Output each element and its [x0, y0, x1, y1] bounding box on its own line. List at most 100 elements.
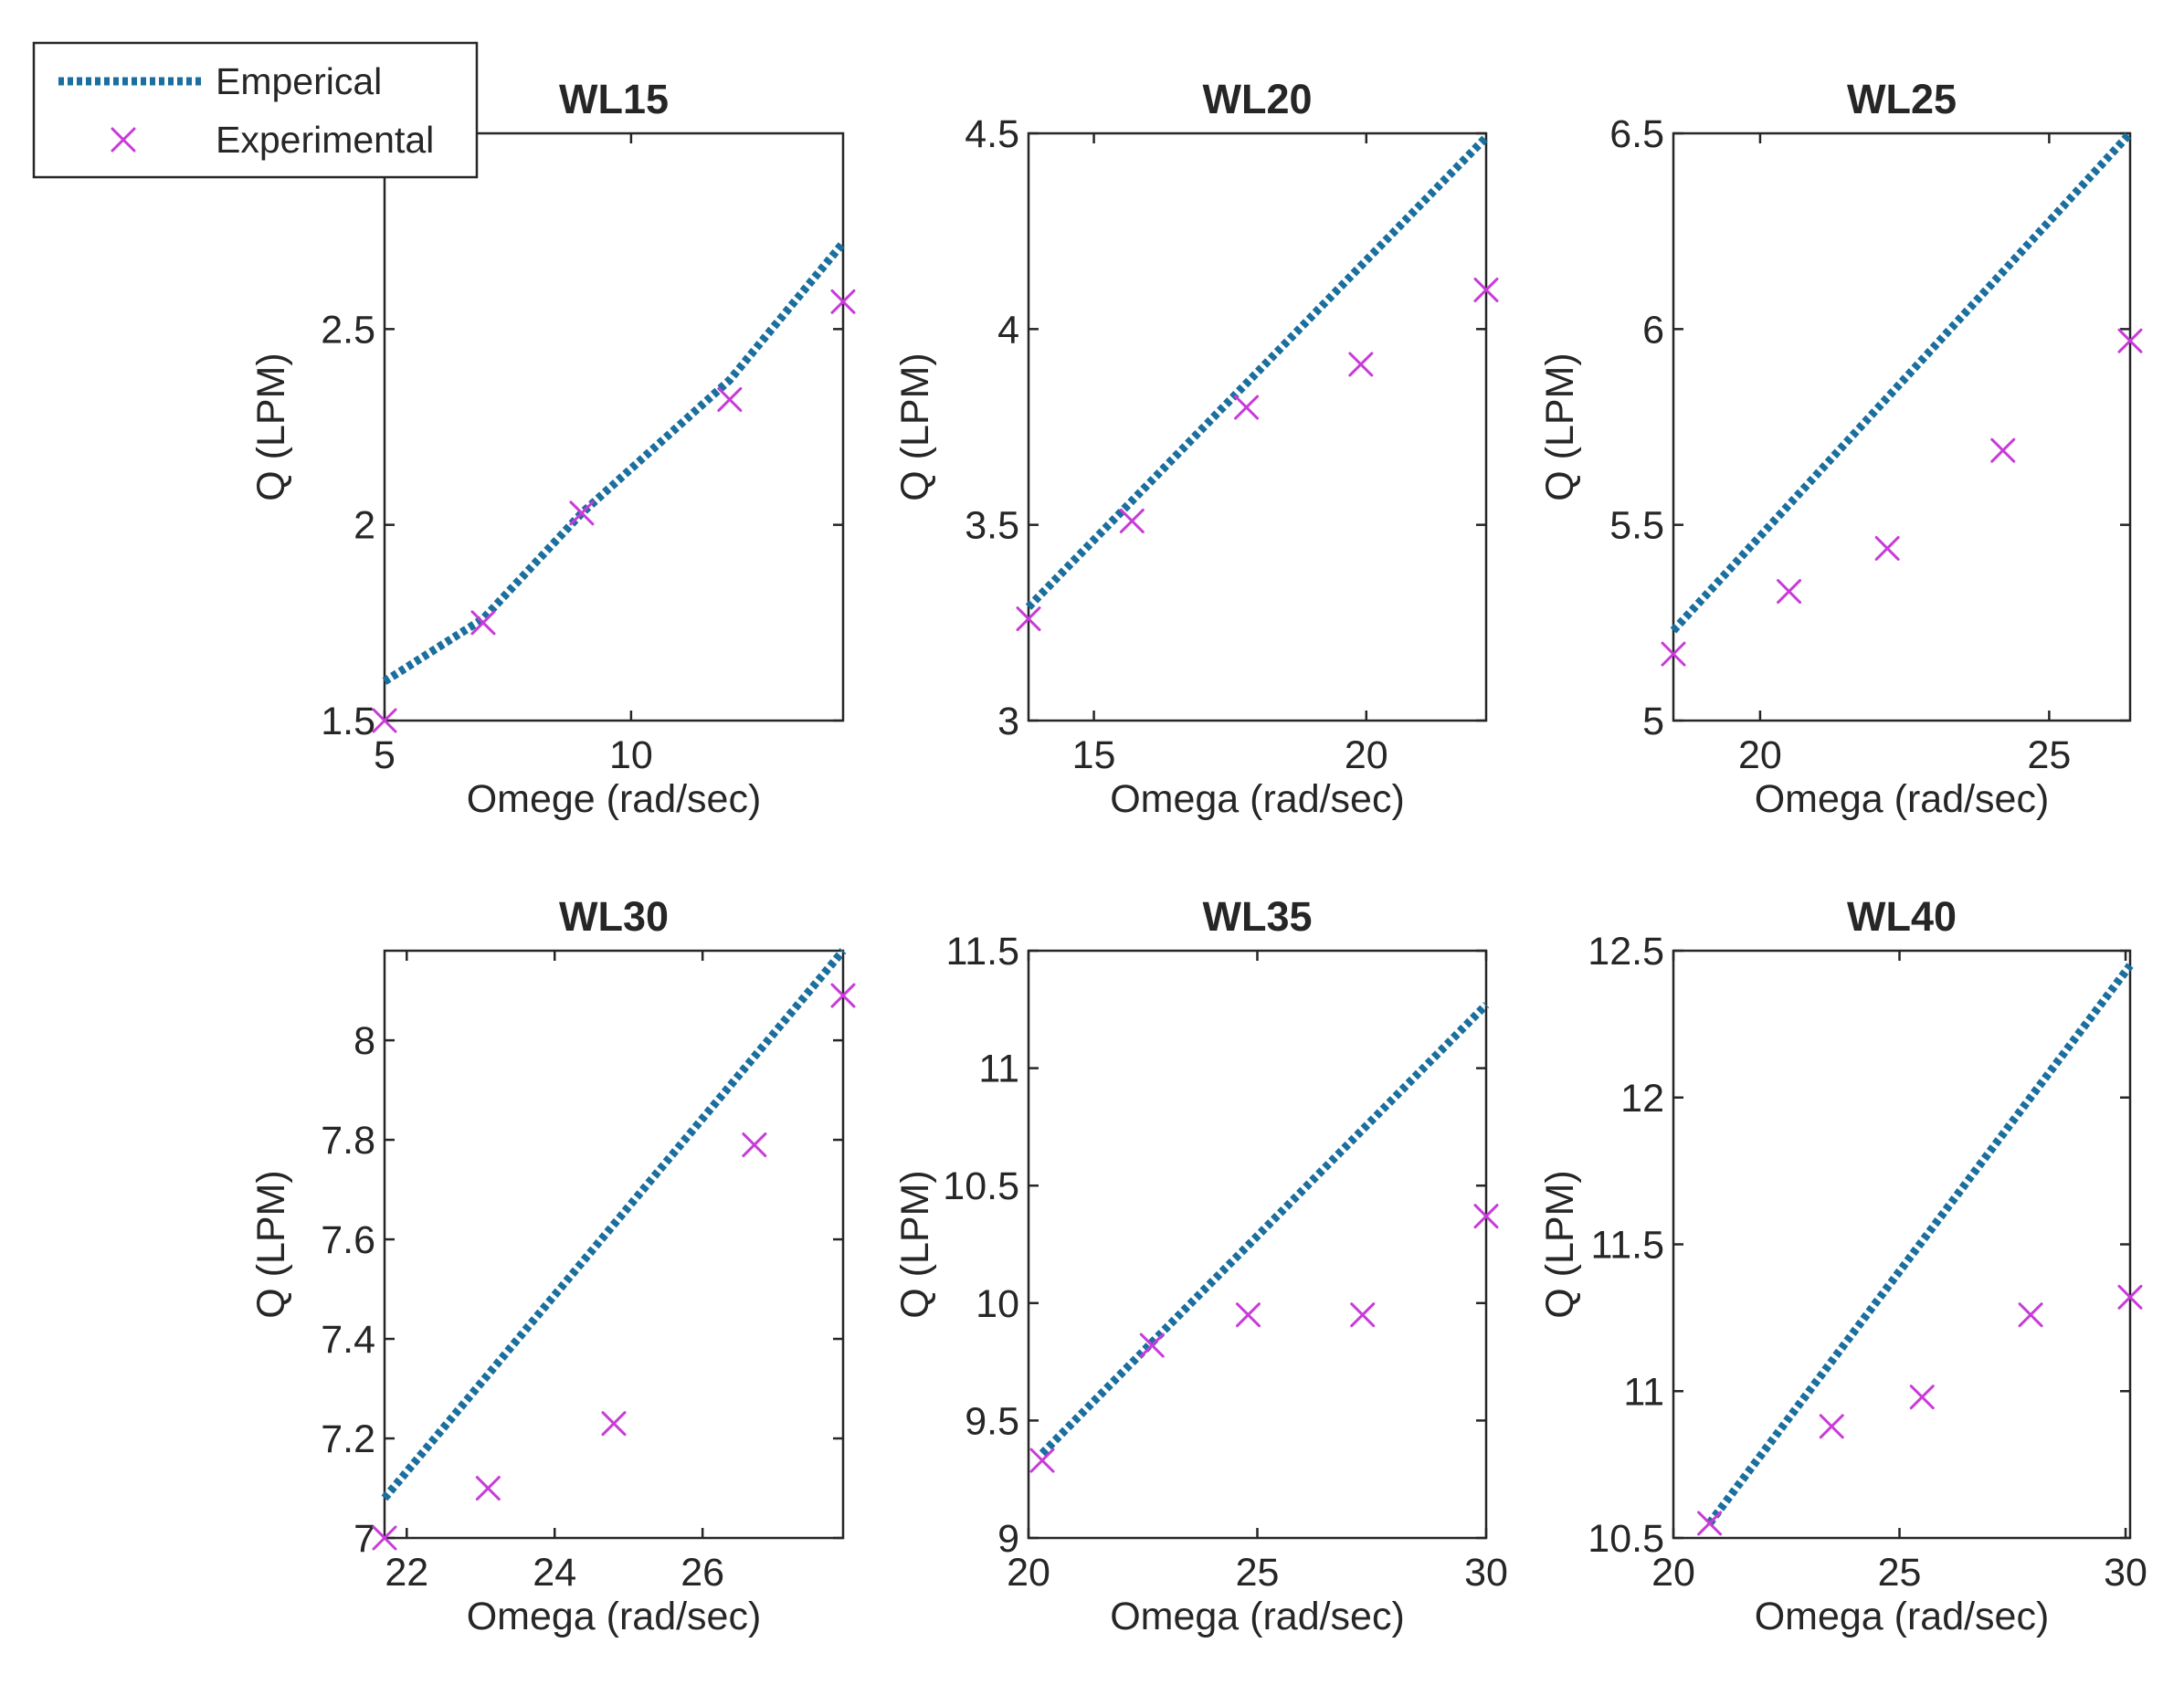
experimental-point	[830, 289, 856, 314]
emperical-series-line	[381, 948, 847, 1501]
experimental-point	[1234, 395, 1260, 420]
y-tick-label: 9	[997, 1517, 1019, 1561]
y-tick-label: 7.4	[321, 1318, 375, 1362]
subplot-wl15: 5 10 1.5 2 2.5 WL15 Omege (rad/sec) Q (LPM)	[249, 76, 856, 821]
x-tick-label: 25	[1236, 1551, 1280, 1595]
y-tick-label: 4.5	[965, 112, 1019, 156]
x-tick-label: 10	[609, 733, 653, 777]
experimental-point	[1874, 535, 1900, 561]
y-tick-label: 7	[353, 1517, 375, 1561]
y-axis-label: Q (LPM)	[249, 353, 293, 500]
y-tick-label: 10.5	[943, 1164, 1019, 1208]
experimental-point	[1350, 1302, 1376, 1328]
x-axis-label: Omega (rad/sec)	[1755, 777, 2050, 821]
plot-area	[1027, 132, 1488, 722]
x-axis-label: Omege (rad/sec)	[467, 777, 762, 821]
x-tick-label: 5	[374, 733, 396, 777]
experimental-point	[2018, 1302, 2043, 1328]
x-tick-label: 20	[1738, 733, 1782, 777]
y-axis-label: Q (LPM)	[249, 1170, 293, 1318]
y-tick-label: 8	[353, 1019, 375, 1063]
y-tick-label: 1.5	[321, 700, 375, 743]
y-axis-label: Q (LPM)	[1538, 1170, 1582, 1318]
x-axis-label: Omega (rad/sec)	[1110, 1595, 1405, 1638]
x-tick-label: 15	[1072, 733, 1116, 777]
y-axis-label: Q (LPM)	[893, 1170, 937, 1318]
legend-emperical-label: Emperical	[216, 60, 382, 102]
experimental-point	[1697, 1511, 1723, 1536]
subplot-wl25: 20 25 5 5.5 6 6.5 WL25 Omega (rad/sec) Q (LPM)	[1538, 76, 2143, 821]
y-tick-label: 7.2	[321, 1417, 375, 1461]
emperical-series-line	[382, 240, 847, 685]
experimental-point	[1473, 1204, 1499, 1229]
experimental-point	[601, 1411, 627, 1437]
experimental-point	[1016, 606, 1041, 632]
legend-experimental-marker	[111, 127, 136, 153]
y-tick-label: 11.5	[946, 930, 1020, 974]
subplot-grid: 5 10 1.5 2 2.5 WL15 Omege (rad/sec) Q (LPM) 15 20…	[249, 76, 2147, 1638]
experimental-point	[1777, 579, 1802, 605]
experimental-point	[2117, 328, 2143, 353]
x-axis-label: Omega (rad/sec)	[467, 1595, 762, 1638]
plot-area	[383, 132, 845, 722]
legend-box	[32, 41, 479, 179]
experimental-point	[1661, 641, 1686, 667]
emperical-series-line	[1670, 130, 2134, 634]
plot-area	[1672, 949, 2132, 1540]
experimental-point	[372, 708, 397, 733]
y-tick-label: 10	[976, 1282, 1019, 1326]
plot-area	[1027, 949, 1488, 1540]
experimental-point	[830, 983, 856, 1008]
subplot-title: WL35	[1202, 893, 1312, 940]
experimental-point	[717, 386, 743, 412]
y-tick-label: 10.5	[1588, 1517, 1664, 1561]
experimental-point	[1473, 277, 1499, 302]
emperical-series-line	[1039, 1002, 1490, 1457]
x-tick-label: 24	[533, 1551, 576, 1595]
x-tick-label: 25	[1878, 1551, 1922, 1595]
y-tick-label: 5.5	[1609, 504, 1664, 548]
emperical-series-line	[1706, 963, 2134, 1526]
x-tick-label: 20	[1007, 1551, 1050, 1595]
x-tick-label: 26	[681, 1551, 724, 1595]
x-tick-label: 25	[2027, 733, 2071, 777]
y-axis-label: Q (LPM)	[1538, 353, 1582, 500]
subplot-title: WL40	[1847, 893, 1957, 940]
experimental-point	[1909, 1385, 1935, 1410]
subplot-title: WL25	[1847, 76, 1957, 122]
y-tick-label: 12	[1620, 1077, 1664, 1121]
experimental-point	[1348, 352, 1374, 377]
subplot-title: WL30	[559, 893, 669, 940]
y-tick-label: 4	[997, 308, 1019, 352]
y-tick-label: 7.6	[321, 1218, 375, 1262]
subplot-wl30: 22 24 26 7 7.2 7.4 7.6 7.8 8 WL30 Omega (rad/sec) Q…	[249, 893, 856, 1638]
experimental-point	[1819, 1414, 1844, 1439]
subplot-title: WL20	[1202, 76, 1312, 122]
legend-experimental-label: Experimental	[216, 119, 434, 161]
y-tick-label: 2	[353, 504, 375, 548]
x-tick-label: 30	[1464, 1551, 1508, 1595]
experimental-point	[1235, 1302, 1261, 1328]
experimental-point	[475, 1476, 501, 1501]
subplot-wl20: 15 20 3 3.5 4 4.5 WL20 Omega (rad/sec) Q (LPM)	[893, 76, 1499, 821]
x-tick-label: 22	[385, 1551, 428, 1595]
experimental-point	[372, 1525, 397, 1551]
legend: Emperical Experimental	[32, 41, 479, 179]
y-tick-label: 11.5	[1591, 1224, 1665, 1268]
plot-area	[1672, 132, 2132, 722]
experimental-point	[1990, 437, 2016, 463]
y-tick-label: 11	[978, 1048, 1019, 1091]
y-tick-label: 3	[997, 700, 1019, 743]
x-tick-label: 30	[2104, 1551, 2147, 1595]
experimental-point	[742, 1132, 767, 1158]
x-tick-label: 20	[1345, 733, 1388, 777]
experimental-point	[1029, 1448, 1055, 1473]
y-tick-label: 6.5	[1609, 112, 1664, 156]
y-tick-label: 12.5	[1588, 930, 1664, 974]
experimental-point	[1119, 508, 1145, 533]
experimental-point	[470, 610, 496, 636]
y-tick-label: 6	[1642, 308, 1664, 352]
experimental-point	[569, 500, 595, 526]
y-tick-label: 9.5	[965, 1399, 1019, 1443]
